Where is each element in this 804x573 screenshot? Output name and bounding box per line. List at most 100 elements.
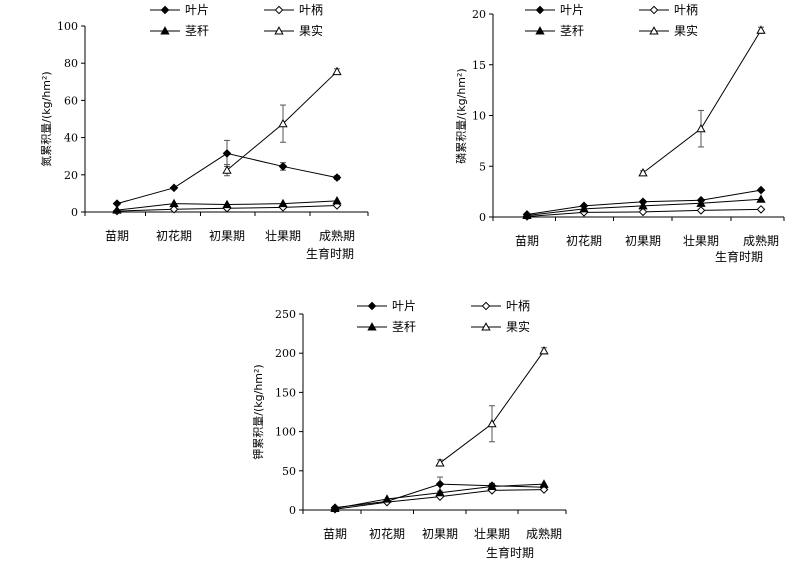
series-1 xyxy=(112,139,342,208)
y-axis-label: 钾累积量/(kg/hm²) xyxy=(251,364,265,459)
series-line xyxy=(642,29,762,174)
series-4 xyxy=(435,346,549,467)
y-tick-label: 10 xyxy=(472,110,486,123)
y-tick-label: 0 xyxy=(479,211,486,224)
x-tick-label: 壮果期 xyxy=(474,527,510,541)
marker-point xyxy=(169,204,179,214)
marker-point xyxy=(638,168,648,177)
y-tick-label: 15 xyxy=(472,59,486,72)
marker-point xyxy=(696,206,706,215)
legend-label: 叶柄 xyxy=(674,3,698,17)
x-tick-label: 苗期 xyxy=(105,229,129,243)
x-tick-label: 初果期 xyxy=(625,234,661,248)
y-tick-label: 80 xyxy=(64,57,78,70)
marker-point xyxy=(756,205,766,214)
x-tick-label: 成熟期 xyxy=(526,526,562,541)
marker-point xyxy=(274,5,284,15)
legend-label: 叶柄 xyxy=(506,299,530,313)
legend-label: 叶片 xyxy=(185,3,209,17)
marker-point xyxy=(535,26,545,35)
x-tick-label: 初花期 xyxy=(156,228,192,243)
marker-point xyxy=(278,118,288,128)
y-tick-label: 20 xyxy=(64,169,78,182)
marker-point xyxy=(539,485,549,494)
marker-point xyxy=(367,301,377,311)
marker-point xyxy=(756,185,766,195)
marker-point xyxy=(579,204,589,213)
marker-point xyxy=(539,346,549,355)
marker-point xyxy=(487,481,497,491)
series-3 xyxy=(330,479,549,512)
marker-point xyxy=(649,5,659,15)
x-tick-label: 壮果期 xyxy=(683,234,719,248)
marker-point xyxy=(222,165,232,174)
y-tick-label: 150 xyxy=(275,386,296,399)
y-tick-label: 250 xyxy=(275,308,296,321)
marker-point xyxy=(222,149,232,158)
series-3 xyxy=(112,196,342,214)
marker-point xyxy=(481,301,491,311)
marker-point xyxy=(435,458,445,467)
marker-point xyxy=(522,210,532,220)
y-tick-label: 50 xyxy=(282,465,296,478)
legend-label: 叶片 xyxy=(392,299,416,313)
y-tick-label: 100 xyxy=(275,426,296,439)
marker-point xyxy=(330,503,340,512)
marker-point xyxy=(696,198,706,207)
x-tick-label: 壮果期 xyxy=(265,229,301,243)
series-4 xyxy=(222,66,342,177)
y-tick-label: 20 xyxy=(472,8,486,21)
marker-point xyxy=(481,322,491,331)
marker-point xyxy=(638,207,648,217)
y-axis-label: 磷累积量/(kg/hm²) xyxy=(455,68,468,163)
x-tick-label: 苗期 xyxy=(323,527,347,541)
marker-point xyxy=(539,479,549,488)
marker-point xyxy=(649,26,659,35)
marker-point xyxy=(535,5,545,15)
legend-label: 茎秆 xyxy=(185,24,209,38)
marker-point xyxy=(756,194,766,203)
marker-point xyxy=(638,201,648,210)
x-tick-label: 初花期 xyxy=(566,233,602,248)
series-3 xyxy=(522,194,766,220)
marker-point xyxy=(382,494,392,503)
y-tick-label: 0 xyxy=(71,206,78,219)
y-tick-label: 100 xyxy=(57,20,78,33)
x-axis-label: 生育时期 xyxy=(715,249,763,264)
y-tick-label: 200 xyxy=(275,347,296,360)
legend-label: 果实 xyxy=(674,23,698,38)
legend-label: 叶片 xyxy=(560,3,584,17)
y-tick-label: 0 xyxy=(289,504,296,517)
marker-point xyxy=(222,199,232,209)
y-tick-label: 5 xyxy=(479,160,486,173)
marker-point xyxy=(112,205,122,214)
x-tick-label: 初果期 xyxy=(209,229,245,243)
y-tick-label: 40 xyxy=(64,132,78,145)
marker-point xyxy=(278,198,288,208)
marker-point xyxy=(756,25,766,34)
marker-point xyxy=(160,5,170,15)
marker-point xyxy=(332,66,342,76)
marker-point xyxy=(435,487,445,497)
legend-label: 茎秆 xyxy=(560,24,584,38)
y-axis-label: 氮累积量/(kg/hm²) xyxy=(39,71,53,166)
x-tick-label: 成熟期 xyxy=(319,228,355,243)
marker-point xyxy=(332,173,342,182)
marker-point xyxy=(696,123,706,133)
marker-point xyxy=(160,26,170,35)
legend-label: 叶柄 xyxy=(299,3,323,17)
marker-point xyxy=(367,322,377,331)
marker-point xyxy=(169,183,179,193)
x-tick-label: 成熟期 xyxy=(743,233,779,248)
marker-point xyxy=(487,418,497,428)
x-tick-label: 初花期 xyxy=(369,526,405,541)
marker-point xyxy=(435,479,445,489)
x-tick-label: 苗期 xyxy=(515,234,539,248)
legend-label: 果实 xyxy=(506,319,530,334)
x-tick-label: 初果期 xyxy=(422,527,458,541)
